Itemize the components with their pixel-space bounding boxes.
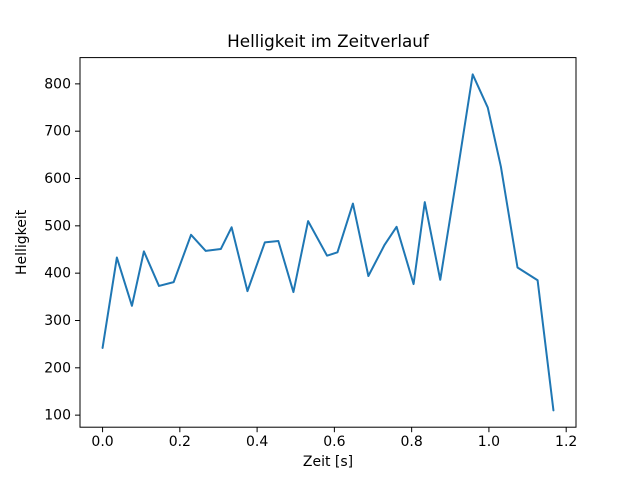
x-tick-label: 1.2 [555,434,577,450]
brightness-data-line [101,73,555,412]
plot-area [79,57,577,428]
chart-title: Helligkeit im Zeitverlauf [227,31,430,51]
y-tick-label: 800 [44,76,71,92]
y-tick-label: 400 [44,266,71,282]
x-tick-label: 0.8 [401,434,423,450]
y-axis: 100 200 300 400 500 600 700 800 [44,76,80,424]
y-tick-label: 100 [44,408,71,424]
x-tick-label: 0.6 [323,434,345,450]
x-tick-label: 0.4 [246,434,268,450]
x-tick-label: 1.0 [478,434,500,450]
y-tick-label: 200 [44,360,71,376]
y-tick-label: 300 [44,313,71,329]
y-tick-label: 600 [44,171,71,187]
y-tick-label: 700 [44,124,71,140]
x-tick-label: 0.2 [169,434,191,450]
x-tick-label: 0.0 [91,434,113,450]
y-axis-label: Helligkeit [14,209,30,275]
x-axis-label: Zeit [s] [303,454,353,470]
y-tick-label: 500 [44,218,71,234]
x-axis: 0.0 0.2 0.4 0.6 0.8 1.0 1.2 [91,427,577,450]
